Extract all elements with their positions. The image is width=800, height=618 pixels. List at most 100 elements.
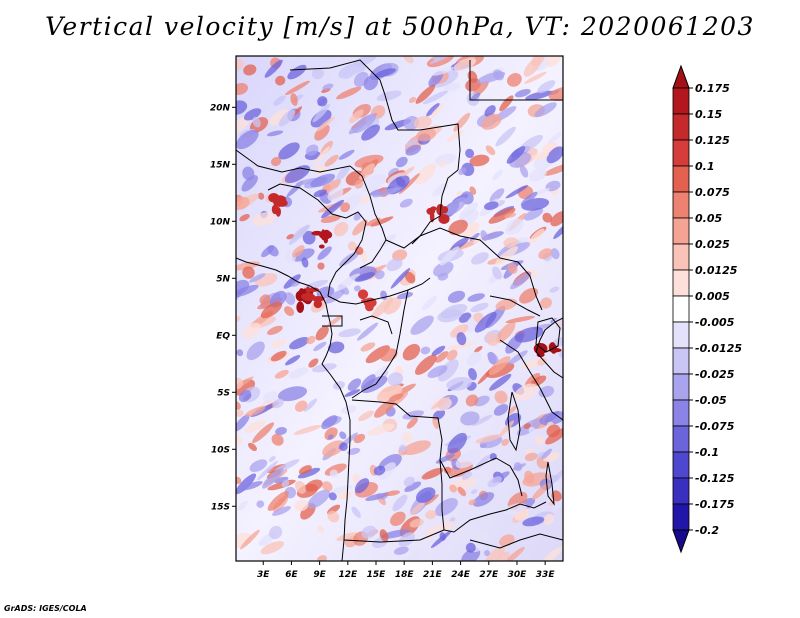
field-blob (328, 341, 345, 354)
field-blob (477, 71, 506, 84)
border-south (343, 529, 563, 549)
field-blob (305, 479, 323, 492)
field-blob (317, 96, 328, 107)
field-blob (529, 167, 547, 182)
field-blob (243, 108, 262, 121)
field-blob (237, 500, 248, 511)
field-blob (361, 525, 377, 539)
field-blob (236, 414, 250, 432)
field-blob (461, 471, 473, 480)
field-blob (267, 491, 289, 511)
colorbar-label: -0.2 (695, 524, 719, 537)
field-blob (244, 420, 266, 434)
field-blob (249, 273, 266, 283)
field-blob (264, 59, 283, 78)
field-blob (519, 287, 539, 304)
field-blob (310, 173, 336, 188)
field-blob (434, 497, 458, 517)
lat-label: 10S (211, 445, 230, 455)
field-blob (501, 438, 509, 446)
field-blob (485, 145, 496, 156)
lon-label: 9E (313, 570, 326, 580)
field-blob (285, 355, 301, 366)
field-blob (450, 324, 469, 338)
field-blob (303, 398, 318, 412)
convective-cell (430, 206, 437, 212)
colorbar-label: 0.175 (695, 82, 730, 95)
lon-label: 33E (536, 570, 556, 580)
field-blob (498, 420, 514, 438)
colorbar-segment (672, 373, 690, 401)
field-blob (328, 492, 337, 501)
field-blob (252, 422, 275, 444)
lat-label: 15S (211, 502, 230, 512)
field-blob (340, 202, 351, 213)
field-blob (239, 214, 250, 222)
field-blob (293, 424, 322, 435)
field-blob (347, 378, 362, 391)
field-blob (415, 487, 436, 503)
colorbar-segment (672, 347, 690, 375)
field-blob (351, 506, 361, 518)
field-blob (288, 224, 310, 245)
lake-victoria (535, 317, 561, 353)
field-blob (317, 555, 327, 561)
field-blob (548, 132, 562, 144)
field-blob (402, 343, 421, 361)
lon-label: 27E (479, 570, 499, 580)
coastline-west-africa (236, 257, 351, 561)
colorbar-label: -0.0125 (695, 342, 742, 355)
convective-cell (318, 244, 325, 249)
field-blob (335, 273, 361, 291)
lon-label: 30E (508, 570, 528, 580)
field-blob (522, 516, 545, 527)
colorbar-segment (672, 399, 690, 427)
lat-label: 15N (210, 160, 231, 170)
field-blob (385, 490, 401, 497)
field-blob (272, 398, 284, 409)
convective-cell (271, 204, 279, 215)
field-blob (354, 272, 375, 282)
field-blob (297, 467, 321, 479)
field-blob (524, 207, 544, 221)
colorbar-label: 0.15 (695, 108, 722, 121)
colorbar-segment (672, 191, 690, 219)
field-blob (381, 529, 411, 539)
lat-label: 5N (216, 274, 230, 284)
field-blob (402, 410, 425, 420)
field-blob (236, 100, 248, 115)
field-blob (432, 67, 454, 76)
field-blob (542, 212, 553, 223)
field-blob (506, 146, 526, 164)
field-blob (460, 411, 480, 426)
field-blob (492, 169, 503, 181)
field-blob (439, 532, 446, 541)
field-blob (329, 469, 339, 478)
field-blob (284, 306, 295, 317)
field-blob (505, 218, 524, 236)
border-nigeria (267, 183, 367, 297)
colorbar-segment (672, 503, 690, 531)
field-blob (541, 546, 563, 561)
field-blob (294, 499, 309, 512)
field-blob (261, 245, 275, 258)
field-blob (431, 345, 446, 356)
colorbar-segment (672, 321, 690, 349)
field-blob (341, 405, 357, 414)
border-north-1 (289, 59, 461, 171)
field-blob (327, 315, 343, 327)
field-blob (456, 56, 477, 68)
border-nile (469, 60, 563, 101)
chart-title: Vertical velocity [m/s] at 500hPa, VT: 2… (45, 12, 755, 41)
field-blob (380, 370, 389, 378)
field-blob (371, 297, 393, 319)
field-blob (236, 129, 259, 150)
field-blob (540, 297, 552, 309)
field-blob (248, 442, 257, 452)
field-blob (523, 423, 531, 429)
field-blob (433, 261, 454, 277)
field-blob (285, 80, 310, 96)
colorbar-label: -0.025 (695, 368, 735, 381)
field-blob (252, 212, 276, 226)
field-blob (392, 249, 408, 262)
